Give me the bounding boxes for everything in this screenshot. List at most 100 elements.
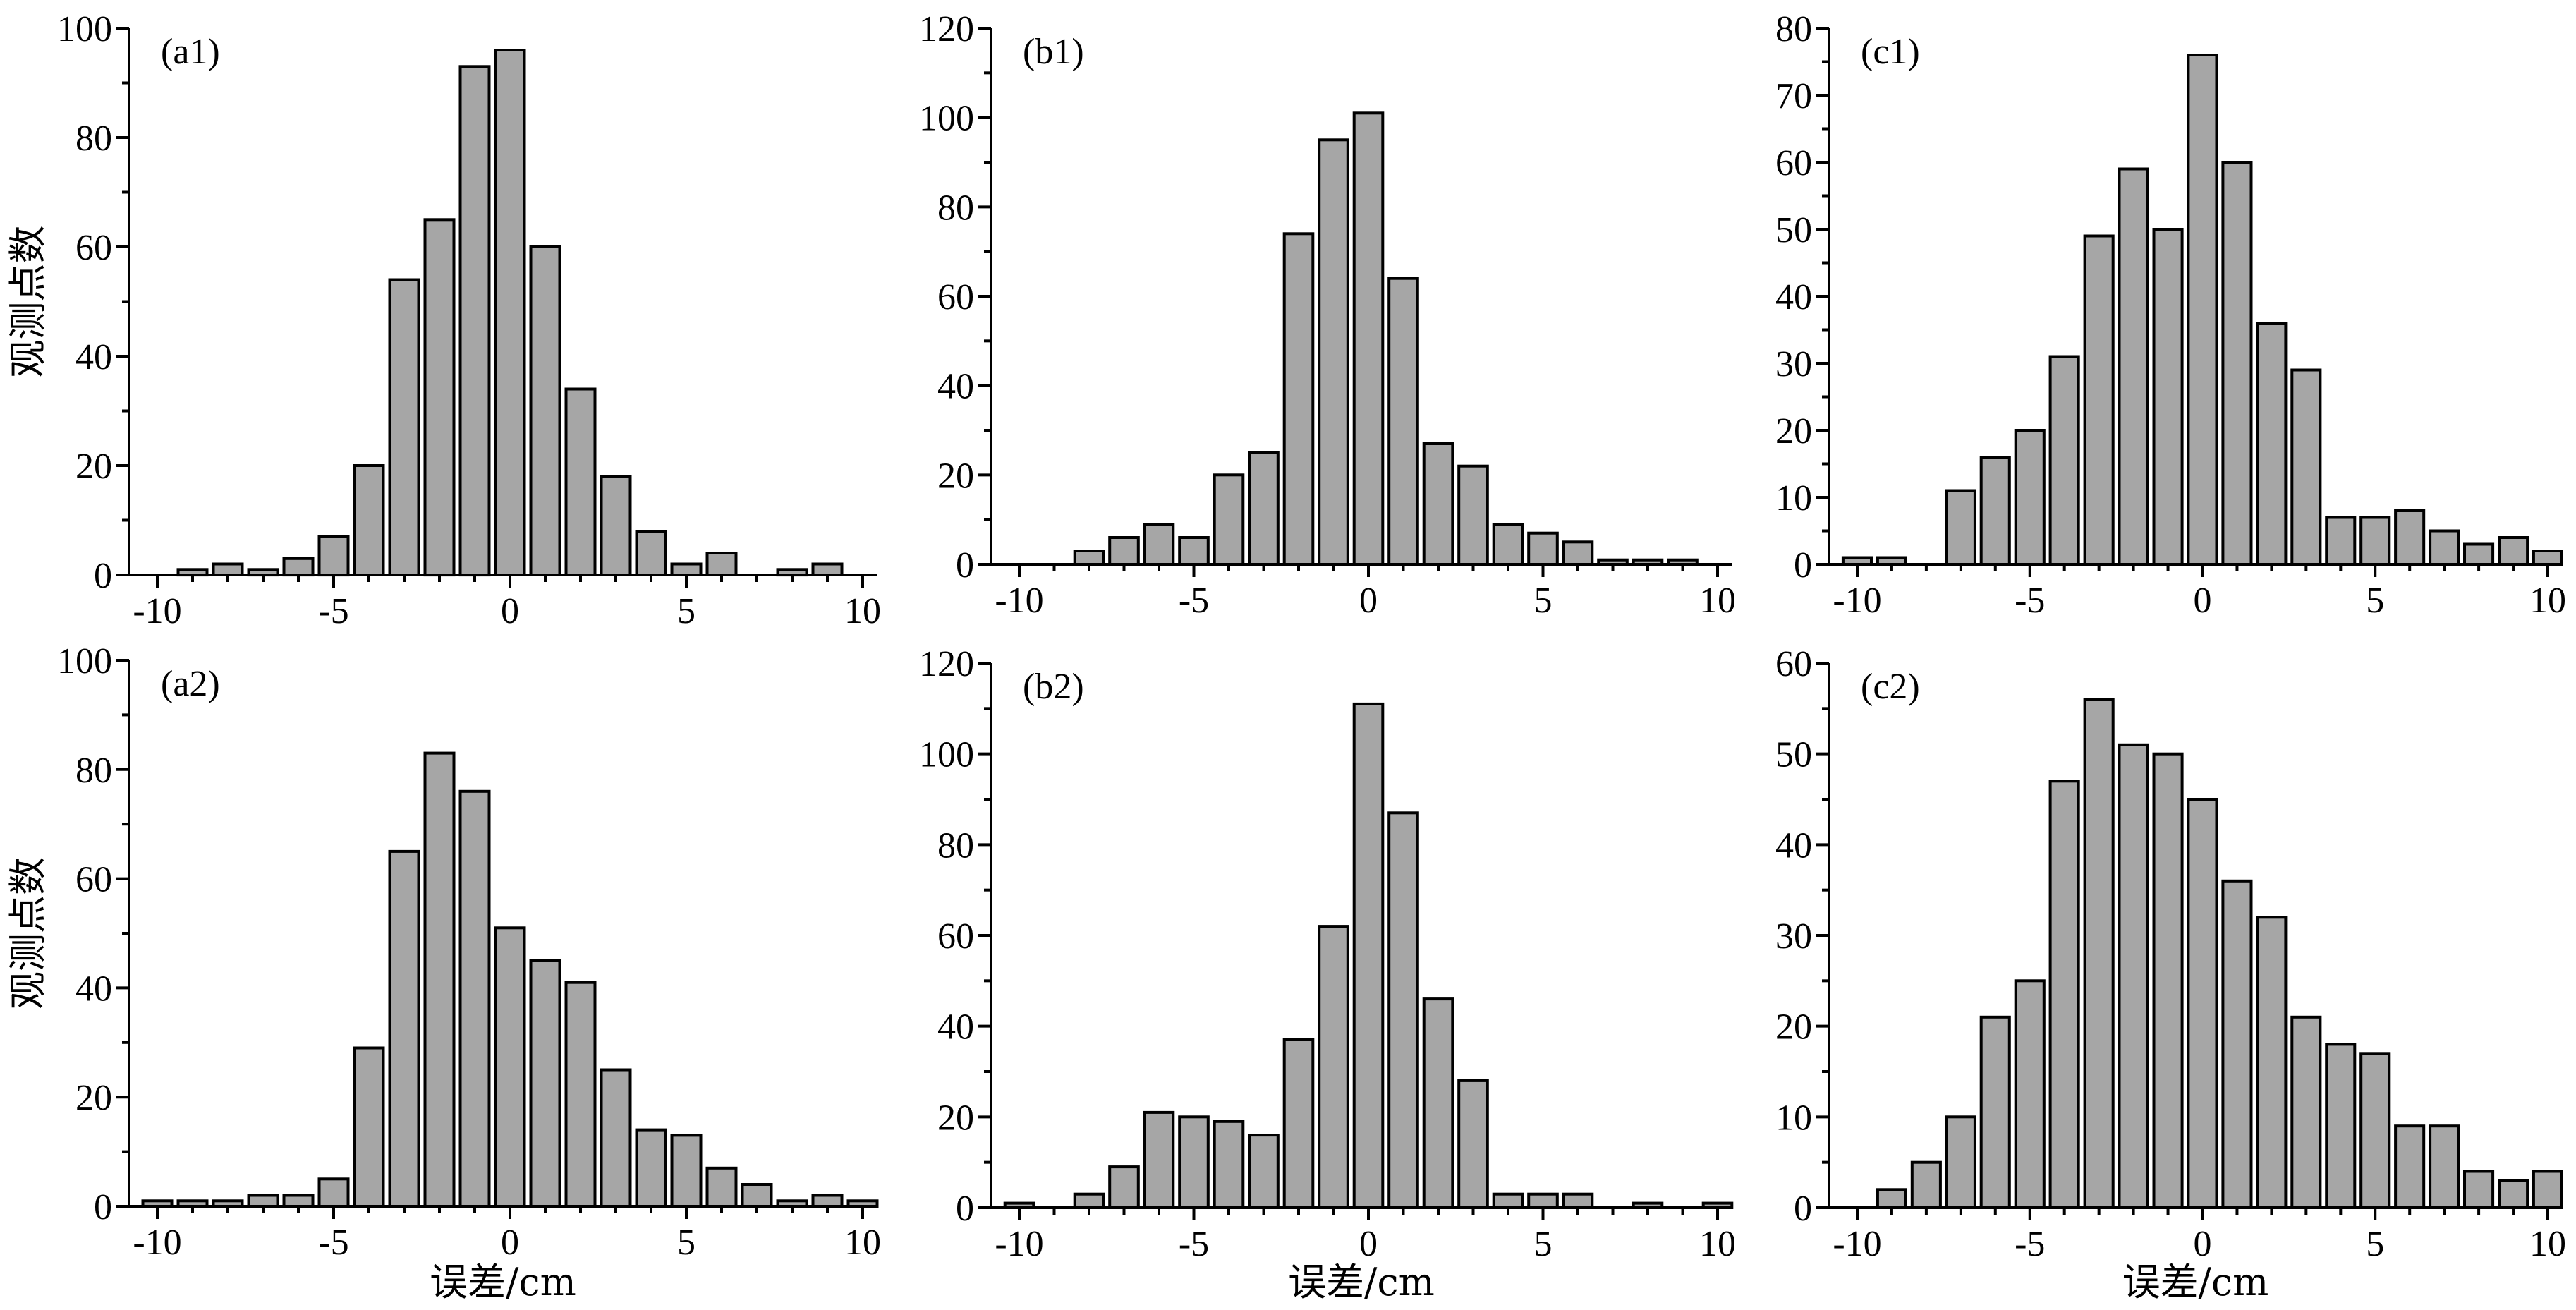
bar: [1422, 997, 1454, 1209]
bar: [1143, 1110, 1175, 1210]
bar: [811, 1194, 844, 1208]
x-tick-label: 0: [501, 1223, 519, 1263]
x-tick-label: 10: [1699, 581, 1736, 621]
bar: [670, 1134, 703, 1208]
y-tick-label: 50: [1775, 210, 1812, 250]
y-tick-label: 100: [57, 9, 112, 49]
x-tick-label: 10: [844, 591, 881, 631]
bar: [2221, 879, 2253, 1210]
x-tick-label: 0: [1359, 1224, 1378, 1264]
bar: [282, 557, 315, 577]
bar: [1352, 702, 1385, 1209]
bar: [529, 959, 561, 1208]
bar: [2118, 743, 2149, 1210]
x-tick-label: 10: [1699, 1224, 1736, 1264]
y-tick-label: 30: [1775, 344, 1812, 384]
bar: [2429, 529, 2460, 566]
bar: [2290, 368, 2322, 566]
x-tick-label: 10: [2529, 1224, 2566, 1264]
bar: [2532, 550, 2563, 566]
bar: [2083, 234, 2115, 566]
bar: [388, 849, 420, 1208]
x-axis-title: 误差/cm: [2122, 1260, 2269, 1304]
bar: [600, 1068, 632, 1208]
bar: [1073, 1192, 1105, 1209]
panel-c2: 0 10 20 30 40 50 60 -10 -5 0 5 10 (c2) 误差/cm: [1775, 644, 2566, 1304]
bar: [1979, 1015, 2011, 1210]
x-tick-label: 5: [1534, 1224, 1553, 1264]
bar: [1178, 1115, 1210, 1210]
y-tick-label: 60: [75, 860, 112, 900]
y-tick-label: 0: [94, 1187, 112, 1227]
y-tick-label: 20: [1775, 411, 1812, 451]
bar: [1527, 1192, 1559, 1209]
bar: [317, 535, 350, 577]
panel-a1: 0 20 40 60 80 100 -10 -5 0 5 10 (a1) 观测点数: [6, 9, 881, 631]
y-tick-label: 10: [1775, 1098, 1812, 1138]
x-tick-label: 5: [677, 591, 695, 631]
panel-label: (b1): [1023, 32, 1084, 72]
y-axis-title: 观测点数: [6, 226, 50, 378]
x-tick-label: 0: [1359, 581, 1378, 621]
bar: [1457, 1079, 1489, 1210]
bar: [600, 475, 632, 576]
bar: [1876, 1188, 1907, 1210]
bar: [1143, 523, 1175, 566]
bar: [2429, 1124, 2460, 1209]
y-tick-label: 60: [937, 277, 974, 317]
x-tick-label: -5: [2015, 1224, 2045, 1264]
bar: [1318, 138, 1349, 566]
bar: [1387, 277, 1419, 566]
bar: [2290, 1015, 2322, 1210]
bar: [529, 245, 561, 576]
x-tick-label: -10: [995, 581, 1043, 621]
y-tick-label: 0: [94, 556, 112, 596]
y-tick-label: 120: [919, 9, 974, 49]
bar: [1527, 531, 1559, 566]
bar: [388, 278, 420, 576]
bar: [2014, 979, 2046, 1210]
bar: [423, 218, 456, 577]
bar: [2014, 429, 2046, 566]
y-tick-label: 40: [75, 969, 112, 1009]
bar: [1248, 1134, 1280, 1209]
bar: [2187, 54, 2218, 566]
bar: [1387, 811, 1419, 1210]
bar: [2048, 780, 2080, 1210]
bar: [212, 562, 244, 576]
x-tick-label: 10: [844, 1223, 881, 1263]
bar: [564, 981, 597, 1208]
bar: [1945, 1115, 1976, 1210]
bar: [741, 1183, 773, 1208]
y-tick-label: 60: [1775, 644, 1812, 684]
panel-label: (c1): [1861, 32, 1920, 72]
bar: [1457, 464, 1489, 566]
bar: [1073, 550, 1105, 566]
bar: [2532, 1170, 2563, 1209]
bar: [494, 926, 526, 1208]
bar: [1178, 536, 1210, 566]
bar: [2498, 536, 2529, 566]
bar: [1282, 232, 1315, 566]
y-tick-label: 10: [1775, 478, 1812, 518]
y-tick-label: 40: [937, 1007, 974, 1048]
x-tick-label: -10: [1833, 581, 1881, 621]
y-tick-label: 80: [75, 751, 112, 791]
y-tick-label: 60: [1775, 143, 1812, 183]
bar: [2083, 698, 2115, 1209]
x-axis-title: 误差/cm: [430, 1260, 576, 1304]
panel-c1: 0 10 20 30 40 50 60 70 80 -10 -5 0 5 10 (c1): [1775, 9, 2566, 621]
bar: [635, 530, 667, 576]
bar: [353, 464, 385, 576]
bar: [2359, 1052, 2391, 1210]
bar: [247, 1194, 279, 1208]
x-tick-label: -10: [133, 1223, 181, 1263]
bar: [1492, 523, 1524, 566]
bar: [1352, 111, 1385, 566]
y-tick-label: 80: [937, 188, 974, 228]
panel-label: (a2): [161, 664, 220, 704]
bar: [2152, 752, 2184, 1209]
x-tick-label: -10: [995, 1224, 1043, 1264]
bar: [2359, 516, 2391, 566]
